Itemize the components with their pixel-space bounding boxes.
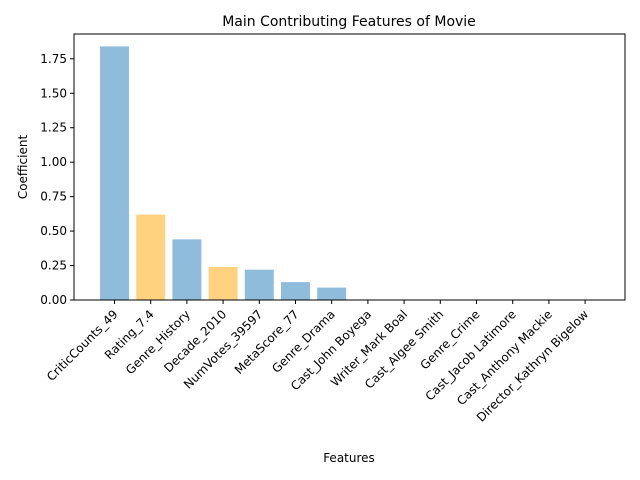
y-tick-label: 1.00 — [40, 155, 67, 169]
y-tick-label: 0.75 — [40, 190, 67, 204]
bar — [281, 282, 310, 300]
y-tick-label: 0.25 — [40, 259, 67, 273]
x-tick-label: Genre_History — [123, 307, 193, 377]
y-tick-label: 1.25 — [40, 121, 67, 135]
chart-title: Main Contributing Features of Movie — [222, 14, 476, 30]
x-tick-label: MetaScore_77 — [232, 307, 302, 377]
plot-frame — [73, 33, 626, 301]
bar — [208, 266, 238, 300]
x-tick-label: Genre_Drama — [269, 307, 338, 376]
y-tick-label: 1.75 — [40, 52, 67, 66]
bar — [100, 46, 129, 300]
bar — [136, 214, 166, 300]
bar — [172, 239, 202, 300]
x-tick-label: Decade_2010 — [161, 307, 229, 375]
y-tick-label: 0.50 — [40, 224, 67, 238]
y-axis-label: Coefficient — [16, 135, 30, 200]
bar — [244, 269, 274, 300]
y-tick-label: 1.50 — [40, 86, 67, 100]
plot-area: 0.000.250.500.751.001.251.501.75CriticCo… — [40, 46, 591, 425]
x-axis-label: Features — [323, 451, 375, 465]
y-tick-label: 0.00 — [40, 293, 67, 307]
bar — [317, 287, 347, 300]
